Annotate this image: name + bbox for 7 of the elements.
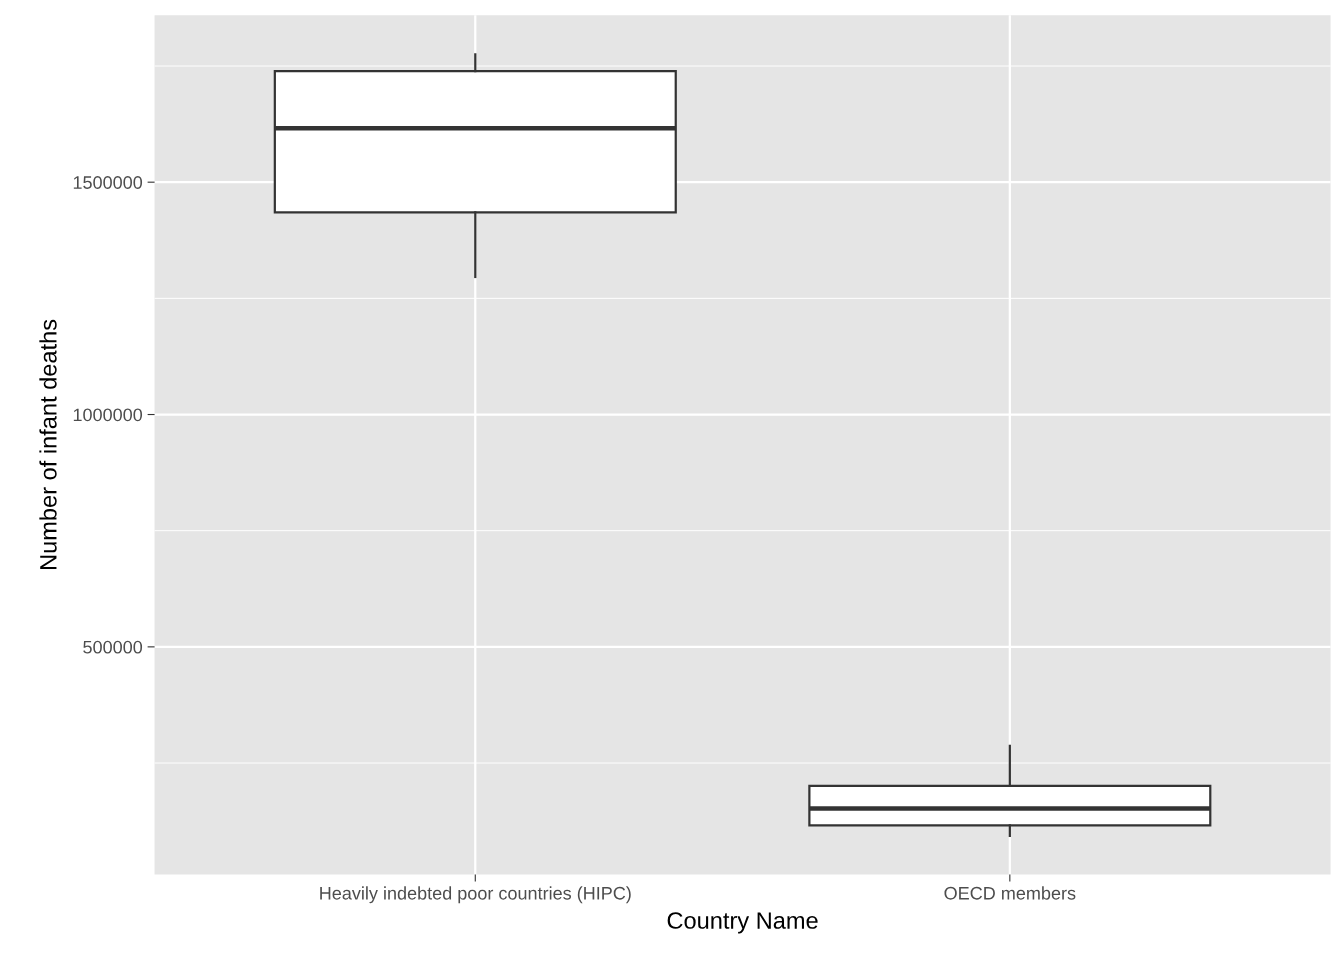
- y-tick-label: 500000: [83, 640, 143, 654]
- y-tick-label: 1000000: [73, 408, 143, 422]
- x-tick-label: Heavily indebted poor countries (HIPC): [320, 886, 631, 904]
- x-tick-label: OECD members: [944, 886, 1076, 900]
- y-axis-title: Number of infant deaths: [39, 319, 57, 570]
- y-tick-label: 1500000: [73, 176, 143, 189]
- x-axis-title: Country Name: [667, 912, 818, 934]
